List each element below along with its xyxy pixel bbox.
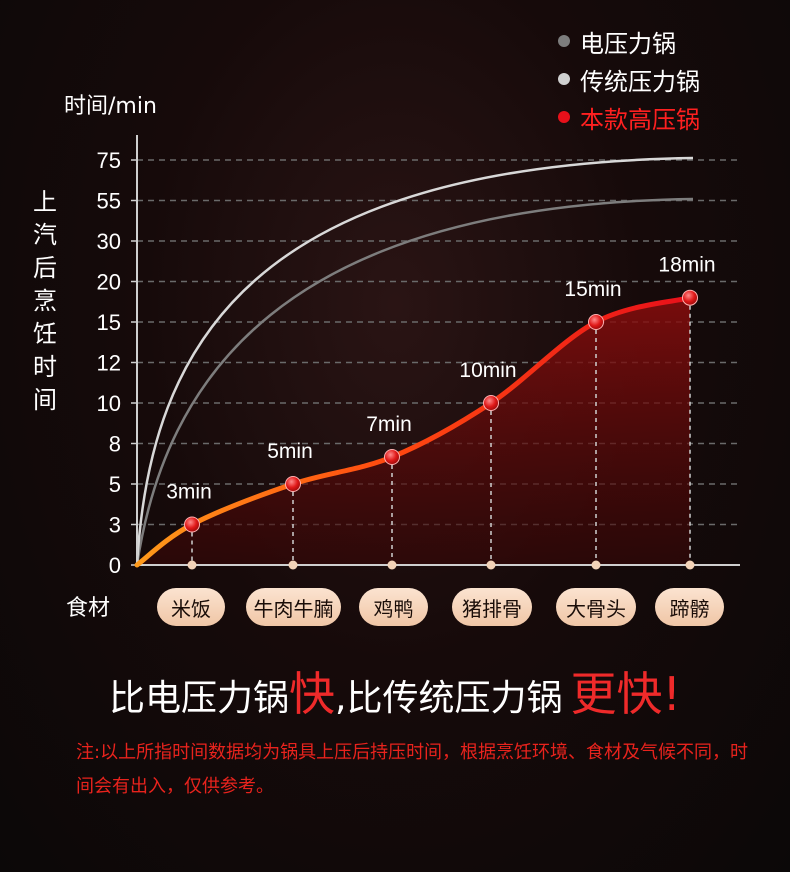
y-tick-label: 5 [109, 472, 121, 497]
data-label: 5min [267, 440, 313, 463]
headline-highlight1: 快 [289, 667, 336, 721]
legend-dot [558, 35, 570, 47]
legend-item-this-cooker: 本款高压锅 [558, 98, 700, 136]
x-category-dot [486, 560, 496, 570]
y-tick-label: 75 [97, 148, 121, 173]
headline-part2: ,比传统压力锅 [335, 678, 563, 719]
y-tick-label: 30 [97, 229, 121, 254]
x-category-dots [187, 560, 695, 570]
y-tick-label: 20 [97, 270, 121, 295]
food-pill-pork-ribs: 猪排骨 [452, 588, 532, 626]
legend-label: 本款高压锅 [580, 105, 700, 134]
headline: 比电压力锅快,比传统压力锅 更快! [0, 658, 790, 724]
y-axis-title: 上汽后烹饪时间 [33, 188, 57, 414]
x-category-dot [187, 560, 197, 570]
food-pill-beef: 牛肉牛腩 [246, 588, 341, 626]
y-tick-label: 55 [97, 189, 121, 214]
x-category-dot [288, 560, 298, 570]
y-tick-label: 15 [97, 310, 121, 335]
disclaimer-note: 注:以上所指时间数据均为锅具上压后持压时间，根据烹饪环境、食材及气候不同，时间会… [76, 742, 749, 797]
y-tick-label: 10 [97, 391, 121, 416]
y-tick-label: 12 [97, 351, 121, 376]
data-label: 3min [166, 481, 212, 504]
food-pill-big-bones: 大骨头 [556, 588, 636, 626]
legend-item-electric: 电压力锅 [558, 22, 700, 60]
data-points [184, 289, 698, 533]
series-line-electric [135, 197, 694, 566]
data-point [588, 314, 604, 330]
y-tick-label: 0 [109, 553, 121, 578]
legend-dot [558, 73, 570, 85]
food-pill-poultry: 鸡鸭 [359, 588, 428, 626]
data-point [483, 395, 499, 411]
x-category-dot [591, 560, 601, 570]
data-label: 10min [459, 359, 516, 382]
legend-label: 电压力锅 [580, 29, 676, 58]
x-axis-title: 食材 [66, 596, 111, 621]
data-point [285, 476, 301, 492]
food-pill-pork-knuckle: 蹄髈 [655, 588, 724, 626]
y-tick-label: 8 [109, 432, 121, 457]
data-point [682, 289, 698, 306]
cooking-time-chart: 0 3 5 8 10 12 15 20 30 55 75 3min 5min 7min 10min 15mi… [97, 135, 740, 578]
data-label: 15min [564, 278, 621, 301]
legend-item-traditional: 传统压力锅 [558, 60, 700, 98]
data-label: 18min [658, 254, 715, 277]
legend-dot [558, 111, 570, 123]
data-point [384, 449, 400, 465]
x-category-dot [387, 560, 397, 570]
series-line-traditional [135, 156, 694, 566]
y-tick-label: 3 [109, 513, 121, 538]
headline-highlight2: 更快! [570, 667, 681, 721]
legend-label: 传统压力锅 [580, 67, 700, 96]
data-label: 7min [366, 413, 412, 436]
point-drop-lines [191, 297, 691, 565]
headline-part1: 比电压力锅 [109, 678, 290, 719]
y-tick-labels: 0 3 5 8 10 12 15 20 30 55 75 [97, 148, 121, 578]
x-category-dot [685, 560, 695, 570]
legend: 电压力锅 传统压力锅 本款高压锅 [558, 22, 700, 136]
y-axis-unit-label: 时间/min [64, 94, 157, 119]
data-labels: 3min 5min 7min 10min 15min 18min [166, 254, 715, 504]
data-point [184, 516, 200, 533]
series-area-fill [137, 297, 690, 565]
food-pill-rice: 米饭 [157, 588, 225, 626]
